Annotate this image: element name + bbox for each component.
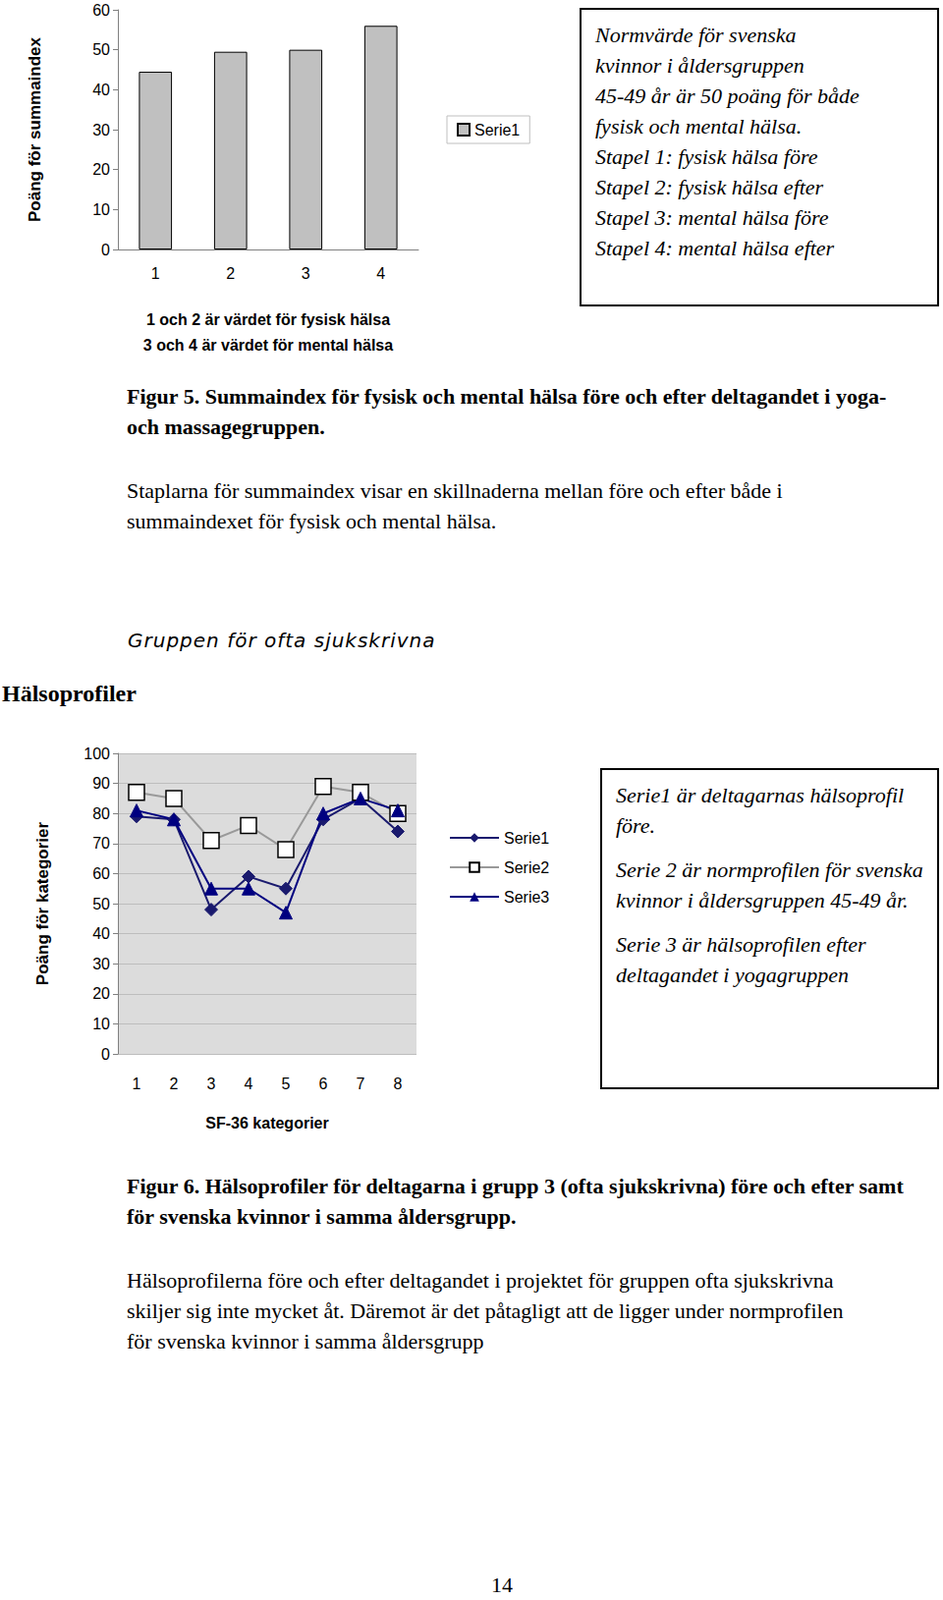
svg-text:Poäng för kategorier: Poäng för kategorier [33,821,53,986]
svg-text:20: 20 [92,985,111,1002]
html-text:Normvärde för svenska: Normvärde för svenska [595,22,797,48]
html-text:Staplarna för summaindex visar: Staplarna för summaindex visar en skilln… [126,478,783,534]
html-text:Hälsoprofilerna före och efter: Hälsoprofilerna före och efter deltagand… [126,1268,844,1354]
svg-text:Serie1: Serie1 [474,121,520,139]
svg-text:20: 20 [92,161,111,178]
svg-text:0: 0 [101,241,111,259]
svg-text:60: 60 [92,1,111,19]
html-text:Stapel 1: fysisk hälsa före: Stapel 1: fysisk hälsa före [595,144,818,169]
svg-text:2: 2 [225,265,235,282]
svg-text:1: 1 [151,265,161,282]
svg-text:90: 90 [92,775,111,792]
svg-text:SF-36 kategorier: SF-36 kategorier [205,1114,329,1132]
svg-text:70: 70 [92,834,111,852]
svg-text:7: 7 [356,1075,366,1093]
svg-text:2: 2 [169,1075,179,1093]
html-text:Stapel 2: fysisk hälsa efter: Stapel 2: fysisk hälsa efter [595,174,824,200]
svg-text:3 och 4 är värdet för mental h: 3 och 4 är värdet för mental hälsa [143,336,393,354]
svg-text:30: 30 [92,121,111,139]
html-text:Serie1 är deltagarnas hälsopro: Serie1 är deltagarnas hälsoprofil före. [615,782,904,838]
svg-text:4: 4 [244,1075,254,1093]
svg-text:1: 1 [132,1075,142,1093]
svg-text:80: 80 [92,805,111,823]
svg-text:6: 6 [319,1075,329,1093]
html-text:Stapel 4: mental hälsa efter: Stapel 4: mental hälsa efter [595,235,835,261]
svg-text:Serie3: Serie3 [503,888,550,906]
html-text:Serie 3 är hälsoprofilen efter: Serie 3 är hälsoprofilen efter deltagand… [615,932,866,988]
svg-text:10: 10 [92,1015,111,1033]
svg-text:40: 40 [92,925,111,943]
html-text:fysisk och mental hälsa.: fysisk och mental hälsa. [595,113,802,139]
html-text:14: 14 [491,1572,513,1598]
svg-text:Serie2: Serie2 [503,859,550,877]
svg-text:Serie1: Serie1 [503,830,550,847]
svg-text:0: 0 [101,1046,111,1063]
svg-text:8: 8 [393,1075,403,1093]
html-text:Stapel 3: mental hälsa före: Stapel 3: mental hälsa före [595,205,829,230]
svg-text:3: 3 [207,1075,217,1093]
html-text:Figur 6. Hälsoprofiler för del: Figur 6. Hälsoprofiler för deltagarna i … [126,1173,904,1229]
html-text:Gruppen för ofta sjukskrivna: Gruppen för ofta sjukskrivna [127,628,436,653]
html-text:45-49 år är 50 poäng för både: 45-49 år är 50 poäng för både [595,83,860,109]
svg-text:50: 50 [92,41,111,58]
svg-text:100: 100 [83,745,111,763]
svg-text:4: 4 [376,265,386,282]
svg-text:50: 50 [92,895,111,913]
svg-text:60: 60 [92,865,111,883]
svg-text:5: 5 [281,1075,291,1093]
html-text:Serie 2 är normprofilen för sv: Serie 2 är normprofilen för svenska kvin… [615,857,924,913]
svg-text:30: 30 [92,955,111,973]
svg-text:40: 40 [92,81,111,99]
html-text:Hälsoprofiler: Hälsoprofiler [1,680,137,707]
svg-text:Poäng för summaindex: Poäng för summaindex [25,36,45,222]
svg-text:1 och 2 är värdet för fysisk h: 1 och 2 är värdet för fysisk hälsa [146,311,390,329]
svg-text:3: 3 [301,265,311,282]
svg-text:10: 10 [92,201,111,219]
html-text:Figur 5. Summaindex för fysisk: Figur 5. Summaindex för fysisk och menta… [126,384,887,440]
html-text:kvinnor i åldersgruppen: kvinnor i åldersgruppen [595,53,805,78]
